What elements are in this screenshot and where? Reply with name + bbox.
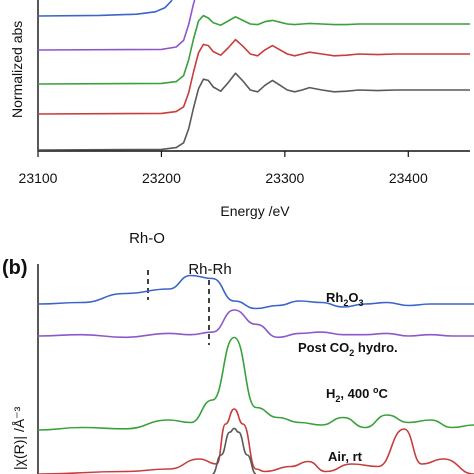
panel-a-xlabel: Energy /eV <box>220 203 290 219</box>
panel-a-series-line <box>37 0 196 51</box>
panel-a-series-line <box>37 38 470 115</box>
panel-a-x-ticks: 23100 23200 23300 23400 <box>19 151 428 186</box>
panel-b-series-line <box>37 309 474 339</box>
series-label-rh2o3: Rh2O3 <box>326 290 364 308</box>
series-label-air-rt: Air, rt <box>328 449 363 464</box>
series-label-post-co2: Post CO2 hydro. <box>298 340 398 358</box>
panel-a-series-line <box>37 14 470 85</box>
panel-b-series-line <box>37 336 474 431</box>
panel-a: Normalized abs 23100 23200 23300 23400 Ener… <box>9 0 470 219</box>
panel-a-tick-label: 23300 <box>265 170 304 186</box>
panel-a-ylabel: Normalized abs <box>9 21 25 118</box>
panel-b-label: (b) <box>2 257 28 279</box>
panel-a-tick-label: 23100 <box>19 170 58 186</box>
series-label-h2: H2, 400 oC <box>326 385 388 404</box>
panel-a-series-line <box>37 0 173 17</box>
panel-b-series-line <box>37 408 474 474</box>
panel-a-tick-label: 23200 <box>142 170 181 186</box>
panel-a-series <box>37 0 470 151</box>
panel-b-series <box>37 274 474 474</box>
annotation-rh-rh: Rh-Rh <box>188 261 231 278</box>
panel-b-series-line <box>37 274 474 310</box>
panel-b: (b) |χ(R)| /Å⁻³ Rh-O Rh-Rh Rh2O3 Post CO… <box>2 230 474 474</box>
panel-a-tick-label: 23400 <box>389 170 428 186</box>
annotation-rh-o: Rh-O <box>129 230 165 247</box>
panel-b-ylabel: |χ(R)| /Å⁻³ <box>11 406 27 470</box>
panel-b-series-line <box>212 427 257 474</box>
panel-a-series-line <box>37 72 470 151</box>
